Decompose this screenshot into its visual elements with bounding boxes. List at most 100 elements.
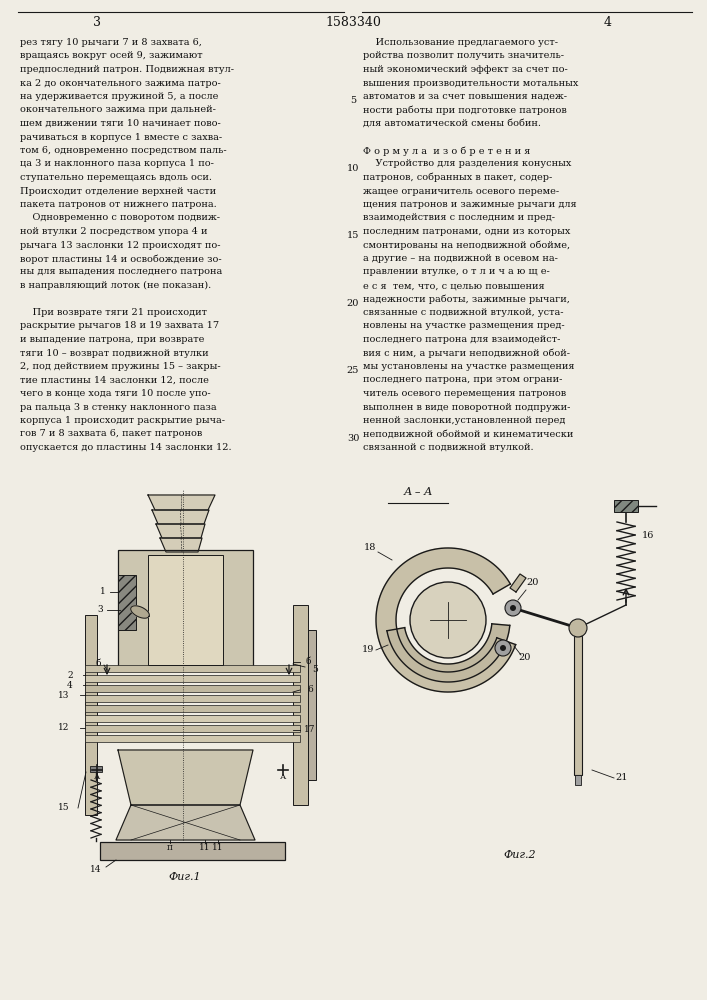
Text: Фиг.2: Фиг.2 [503,850,537,860]
Text: 30: 30 [347,434,359,443]
Bar [85,705,300,712]
Text: 14: 14 [90,865,102,874]
Polygon shape [160,538,202,552]
Polygon shape [376,548,515,692]
Text: автоматов и за счет повышения надеж-: автоматов и за счет повышения надеж- [363,92,567,101]
Circle shape [495,640,511,656]
Text: правлении втулке, о т л и ч а ю щ е-: правлении втулке, о т л и ч а ю щ е- [363,267,550,276]
Bar [100,842,285,860]
Polygon shape [156,524,205,538]
Text: а другие – на подвижной в осевом на-: а другие – на подвижной в осевом на- [363,254,558,263]
Text: Ф о р м у л а  и з о б р е т е н и я: Ф о р м у л а и з о б р е т е н и я [363,146,530,155]
Text: ный экономический эффект за счет по-: ный экономический эффект за счет по- [363,65,568,74]
Text: 18: 18 [364,543,376,552]
Text: связанной с подвижной втулкой.: связанной с подвижной втулкой. [363,443,534,452]
Text: новлены на участке размещения пред-: новлены на участке размещения пред- [363,322,565,330]
Bar [85,725,300,732]
Text: ворот пластины 14 и освобождение зо-: ворот пластины 14 и освобождение зо- [20,254,221,263]
Text: 6: 6 [307,686,313,694]
Text: 5: 5 [312,666,318,674]
Text: ной втулки 2 посредством упора 4 и: ной втулки 2 посредством упора 4 и [20,227,207,236]
Bar [85,735,300,742]
Text: 2: 2 [67,670,73,680]
Text: 25: 25 [347,366,359,375]
Polygon shape [116,805,255,840]
Text: чего в конце хода тяги 10 после упо-: чего в конце хода тяги 10 после упо- [20,389,211,398]
Text: последним патронами, одни из которых: последним патронами, одни из которых [363,227,571,236]
Text: взаимодействия с последним и пред-: взаимодействия с последним и пред- [363,214,555,223]
Text: раскрытие рычагов 18 и 19 захвата 17: раскрытие рычагов 18 и 19 захвата 17 [20,322,219,330]
Text: и выпадение патрона, при возврате: и выпадение патрона, при возврате [20,335,204,344]
Text: рычага 13 заслонки 12 происходят по-: рычага 13 заслонки 12 происходят по- [20,240,221,249]
Text: 13: 13 [58,690,70,700]
Bar [85,615,97,815]
Text: 11: 11 [212,844,223,852]
Polygon shape [152,510,209,524]
Text: ступательно перемещаясь вдоль оси.: ступательно перемещаясь вдоль оси. [20,173,212,182]
Text: 2, под действием пружины 15 – закры-: 2, под действием пружины 15 – закры- [20,362,221,371]
Text: Устройство для разделения конусных: Устройство для разделения конусных [363,159,571,168]
Text: окончательного зажима при дальней-: окончательного зажима при дальней- [20,105,216,114]
Text: б: б [305,658,311,666]
Polygon shape [131,606,149,618]
Text: б: б [95,658,101,668]
Text: 15: 15 [347,231,359,240]
Text: вращаясь вокруг осей 9, зажимают: вращаясь вокруг осей 9, зажимают [20,51,203,60]
Bar [85,695,300,702]
Bar [118,575,136,630]
Text: ненной заслонки,установленной перед: ненной заслонки,установленной перед [363,416,566,425]
Text: ройства позволит получить значитель-: ройства позволит получить значитель- [363,51,564,60]
Text: связанные с подвижной втулкой, уста-: связанные с подвижной втулкой, уста- [363,308,563,317]
Text: 4: 4 [67,680,73,690]
Text: е с я  тем, что, с целью повышения: е с я тем, что, с целью повышения [363,281,544,290]
Text: жащее ограничитель осевого переме-: жащее ограничитель осевого переме- [363,186,559,196]
Text: Одновременно с поворотом подвиж-: Одновременно с поворотом подвиж- [20,214,220,223]
Text: в направляющий лоток (не показан).: в направляющий лоток (не показан). [20,281,211,290]
Bar [614,500,638,512]
Text: ка 2 до окончательного зажима патро-: ка 2 до окончательного зажима патро- [20,79,221,88]
Bar [575,775,581,785]
Bar [85,665,300,672]
Text: 4: 4 [604,15,612,28]
Text: том 6, одновременно посредством паль-: том 6, одновременно посредством паль- [20,146,227,155]
Text: смонтированы на неподвижной обойме,: смонтированы на неподвижной обойме, [363,240,570,250]
Text: тяги 10 – возврат подвижной втулки: тяги 10 – возврат подвижной втулки [20,349,209,358]
Bar [118,550,253,670]
Text: 11: 11 [199,844,211,852]
Bar [293,605,308,805]
Text: для автоматической смены бобин.: для автоматической смены бобин. [363,119,541,128]
Circle shape [505,600,521,616]
Text: тие пластины 14 заслонки 12, после: тие пластины 14 заслонки 12, после [20,375,209,384]
Text: 10: 10 [347,164,359,173]
Text: 20: 20 [519,653,531,662]
Text: на удерживается пружиной 5, а после: на удерживается пружиной 5, а после [20,92,218,101]
Text: 1: 1 [100,587,106,596]
Text: А: А [94,773,100,781]
Text: опускается до пластины 14 заслонки 12.: опускается до пластины 14 заслонки 12. [20,443,232,452]
Text: А – А: А – А [403,487,433,497]
Text: Фиг.1: Фиг.1 [169,872,201,882]
Bar [90,766,102,772]
Circle shape [410,582,486,658]
Text: ны для выпадения последнего патрона: ны для выпадения последнего патрона [20,267,222,276]
Text: 16: 16 [642,531,654,540]
Polygon shape [387,624,510,682]
Text: 17: 17 [304,726,316,734]
Text: гов 7 и 8 захвата 6, пакет патронов: гов 7 и 8 захвата 6, пакет патронов [20,430,202,438]
Text: щения патронов и зажимные рычаги для: щения патронов и зажимные рычаги для [363,200,577,209]
Text: шем движении тяги 10 начинает пово-: шем движении тяги 10 начинает пово- [20,119,221,128]
Text: ра пальца 3 в стенку наклонного паза: ра пальца 3 в стенку наклонного паза [20,402,216,412]
Polygon shape [148,495,215,510]
Text: неподвижной обоймой и кинематически: неподвижной обоймой и кинематически [363,430,573,438]
Text: А: А [280,773,286,781]
Text: пакета патронов от нижнего патрона.: пакета патронов от нижнего патрона. [20,200,217,209]
Text: корпуса 1 происходит раскрытие рыча-: корпуса 1 происходит раскрытие рыча- [20,416,225,425]
Text: рез тягу 10 рычаги 7 и 8 захвата 6,: рез тягу 10 рычаги 7 и 8 захвата 6, [20,38,202,47]
Text: вышения производительности мотальных: вышения производительности мотальных [363,79,578,88]
Text: вия с ним, а рычаги неподвижной обой-: вия с ним, а рычаги неподвижной обой- [363,349,570,358]
Text: ности работы при подготовке патронов: ности работы при подготовке патронов [363,105,567,115]
Text: рачиваться в корпусе 1 вместе с захва-: рачиваться в корпусе 1 вместе с захва- [20,132,222,141]
Bar [85,715,300,722]
Text: Использование предлагаемого уст-: Использование предлагаемого уст- [363,38,558,47]
Text: мы установлены на участке размещения: мы установлены на участке размещения [363,362,575,371]
